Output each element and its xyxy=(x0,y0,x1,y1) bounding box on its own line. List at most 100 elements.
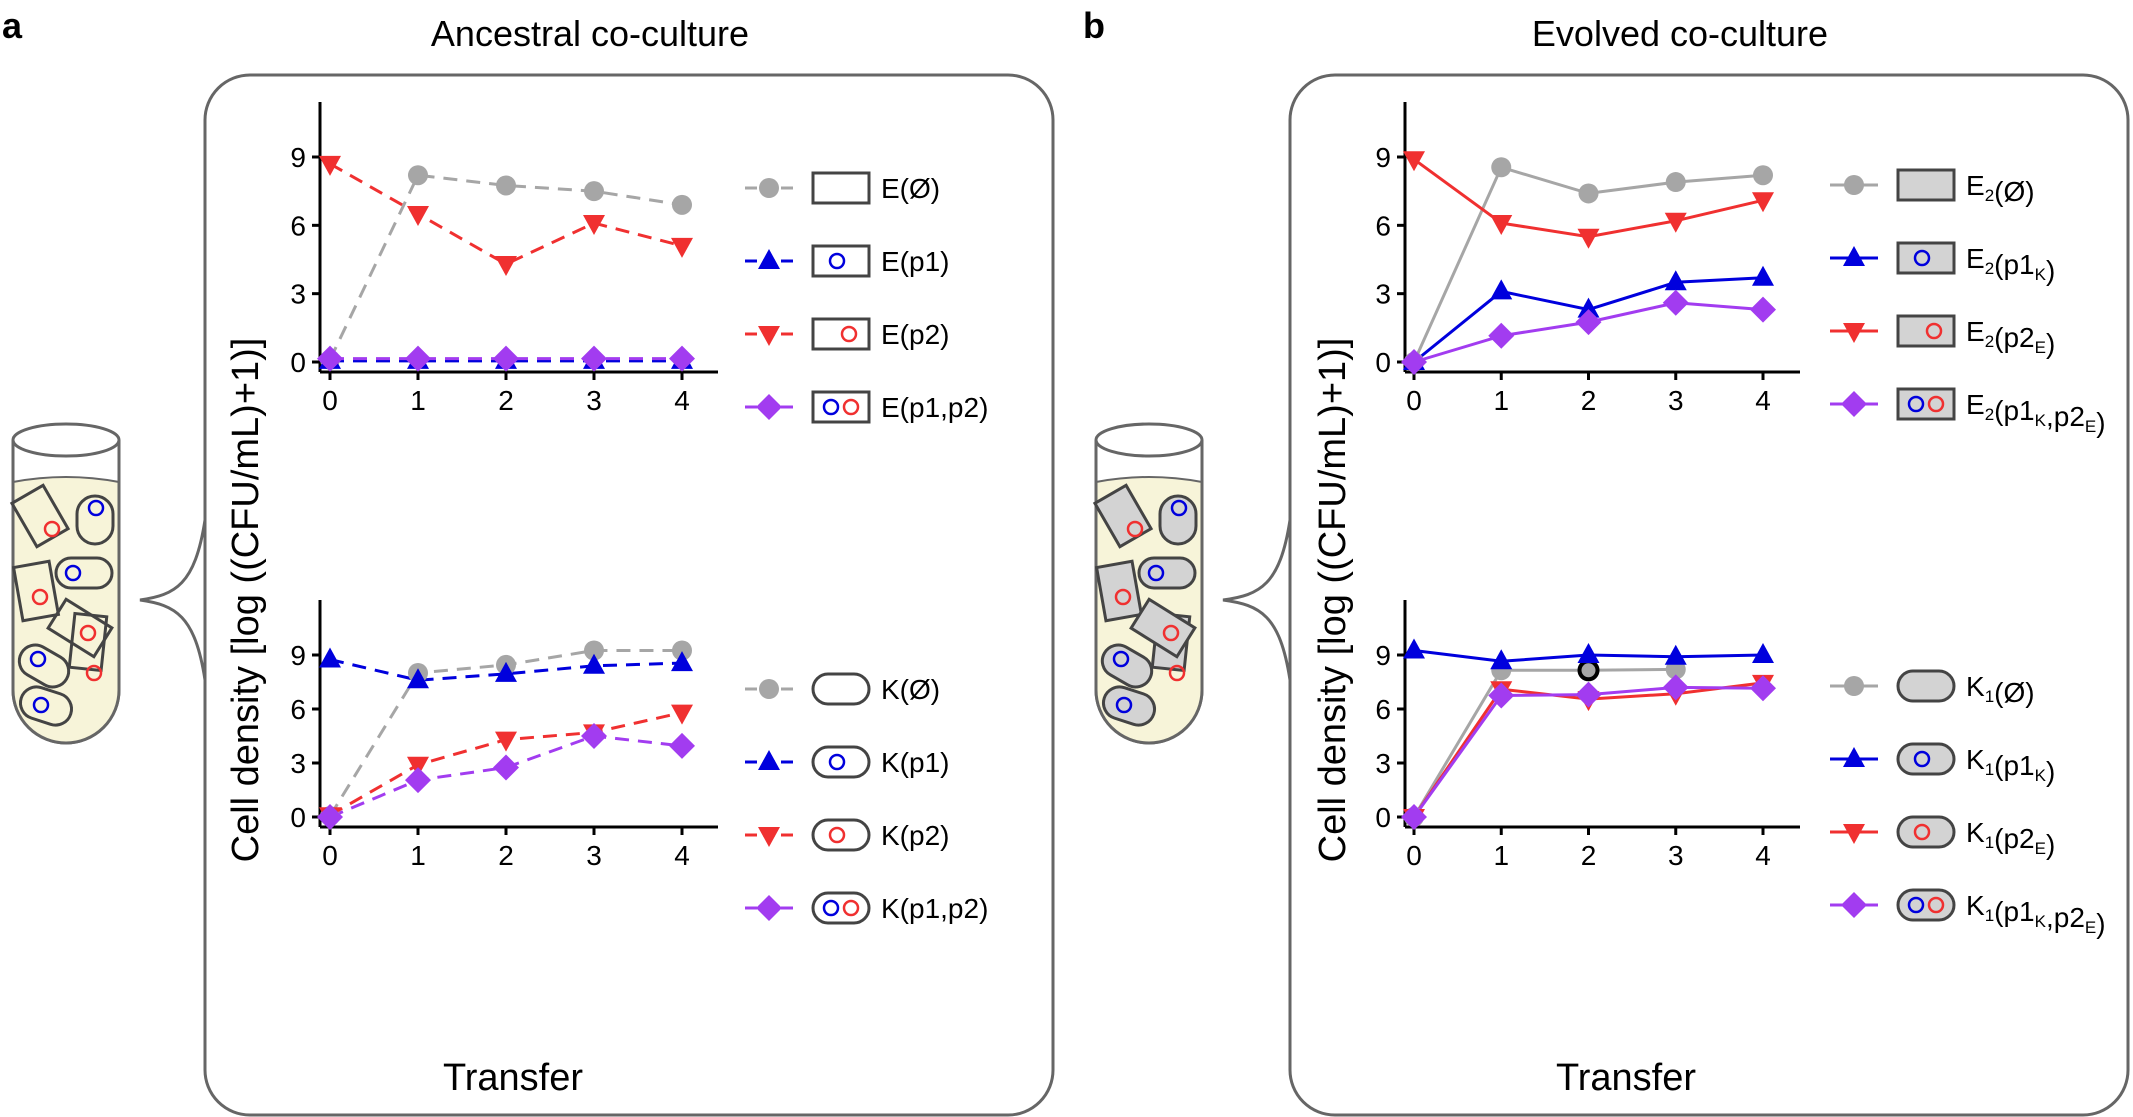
legend-subscript: 1 xyxy=(1985,687,1994,706)
x-tick-label: 3 xyxy=(1668,385,1684,416)
legend-cell-icon xyxy=(811,390,871,424)
data-point xyxy=(1403,638,1425,659)
legend-label: E(p1) xyxy=(881,246,949,277)
data-point xyxy=(1752,643,1774,663)
legend-cell-icon xyxy=(811,891,871,925)
legend-text: (p1 xyxy=(1994,896,2034,927)
legend-marker xyxy=(1841,892,1867,918)
legend-cell-icon xyxy=(811,818,871,852)
legend-subscript: 1 xyxy=(1985,760,1994,779)
data-point xyxy=(495,731,517,752)
x-tick-label: 0 xyxy=(1406,840,1422,871)
legend-plasmid-icon xyxy=(1927,896,1945,914)
data-point xyxy=(1664,644,1687,665)
legend-plasmid-icon xyxy=(842,398,860,416)
legend-marker xyxy=(1843,323,1865,343)
legend-text: E(p2) xyxy=(881,319,949,350)
data-point xyxy=(1664,212,1687,233)
legend-subscript: 1 xyxy=(1985,833,1994,852)
panel-b-frame xyxy=(1288,73,2130,1117)
data-point xyxy=(405,767,431,794)
legend-plasmid-icon xyxy=(1925,322,1943,340)
legend-label: K(Ø) xyxy=(881,674,940,705)
legend-text: K xyxy=(1966,744,1985,775)
legend-text: E xyxy=(1966,170,1985,201)
x-tick-label: 3 xyxy=(586,840,602,871)
legend-marker xyxy=(756,394,782,420)
legend-text: (p1 xyxy=(1994,395,2034,426)
data-point xyxy=(1752,192,1774,213)
legend-marker xyxy=(1843,246,1865,266)
data-point xyxy=(407,756,429,777)
legend-subscript: 2 xyxy=(1985,186,1994,205)
data-point xyxy=(495,256,517,277)
legend-text: ) xyxy=(2096,407,2105,438)
x-tick-label: 4 xyxy=(1755,840,1771,871)
legend-subscript: 2 xyxy=(1985,259,1994,278)
data-point xyxy=(583,215,605,236)
legend-text: ) xyxy=(2046,328,2055,359)
xlabel-a: Transfer xyxy=(443,1057,583,1099)
legend-marker xyxy=(1843,747,1865,767)
data-point xyxy=(1577,297,1600,318)
data-point xyxy=(669,732,695,759)
legend-plasmid-icon xyxy=(822,398,840,416)
series-line-0 xyxy=(1412,667,1676,818)
data-point xyxy=(317,345,343,372)
plot-ancestral-K: 0 3 6 9 0 1 2 3 4 xyxy=(290,600,718,871)
data-point xyxy=(408,165,428,186)
x-tick-label: 2 xyxy=(1581,385,1597,416)
legend-text: ,p2 xyxy=(2046,902,2085,933)
data-point xyxy=(1662,289,1689,316)
data-point xyxy=(1664,270,1687,291)
y-tick-label: 6 xyxy=(290,210,306,241)
y-tick-label: 3 xyxy=(1375,279,1391,310)
legend-marker xyxy=(758,249,780,269)
x-tick-label: 2 xyxy=(498,840,514,871)
y-tick-label: 3 xyxy=(290,748,306,779)
data-point xyxy=(672,194,692,215)
data-point xyxy=(1752,265,1774,286)
plot-evolved-K1: 0 3 6 9 0 1 2 3 4 xyxy=(1375,600,1800,871)
data-point xyxy=(1488,682,1515,709)
legend-text: ) xyxy=(2046,255,2055,286)
x-tick-label: 0 xyxy=(322,385,338,416)
panel-a-frame xyxy=(203,73,1055,1117)
data-point xyxy=(1490,215,1513,236)
legend-subscript: 2 xyxy=(1985,332,1994,351)
legend-plasmid-icon xyxy=(1913,823,1931,841)
data-point xyxy=(584,181,604,202)
legend-cell-icon xyxy=(1896,669,1956,703)
x-tick-label: 1 xyxy=(1493,840,1509,871)
legend-label: K1(p1K) xyxy=(1966,744,2055,787)
legend-text: E xyxy=(1966,243,1985,274)
data-point xyxy=(1575,309,1602,336)
legend-label: K(p1) xyxy=(881,747,949,778)
x-tick-label: 3 xyxy=(586,385,602,416)
legend-text: K xyxy=(1966,817,1985,848)
x-tick-label: 4 xyxy=(1755,385,1771,416)
legend-ancestral-E: E(Ø) E(p1) E(p2) E(p1,p2) xyxy=(745,171,988,424)
y-tick-label: 0 xyxy=(1375,347,1391,378)
x-tick-label: 1 xyxy=(410,840,426,871)
legend-text: K(p2) xyxy=(881,820,949,851)
data-point xyxy=(1488,322,1515,349)
data-point xyxy=(1491,157,1512,178)
data-point xyxy=(1662,674,1689,701)
y-tick-label: 9 xyxy=(1375,142,1391,173)
y-tick-label: 6 xyxy=(1375,694,1391,725)
legend-marker xyxy=(758,750,780,770)
legend-plasmid-icon xyxy=(842,899,860,917)
legend-plasmid-icon xyxy=(1907,896,1925,914)
legend-label: E2(Ø) xyxy=(1966,170,2035,207)
data-point xyxy=(1403,151,1425,172)
data-point xyxy=(584,640,604,661)
legend-evolved-E2: E2(Ø)E2(p1K)E2(p2E)E2(p1K,p2E) xyxy=(1830,168,2106,438)
ylabel-b: Cell density [log ((CFU/mL)+1)] xyxy=(1312,338,1354,863)
data-point xyxy=(671,237,693,258)
data-point xyxy=(1490,279,1513,300)
x-tick-label: 2 xyxy=(1581,840,1597,871)
legend-cell-icon xyxy=(811,745,871,779)
legend-text: (Ø) xyxy=(1994,176,2034,207)
